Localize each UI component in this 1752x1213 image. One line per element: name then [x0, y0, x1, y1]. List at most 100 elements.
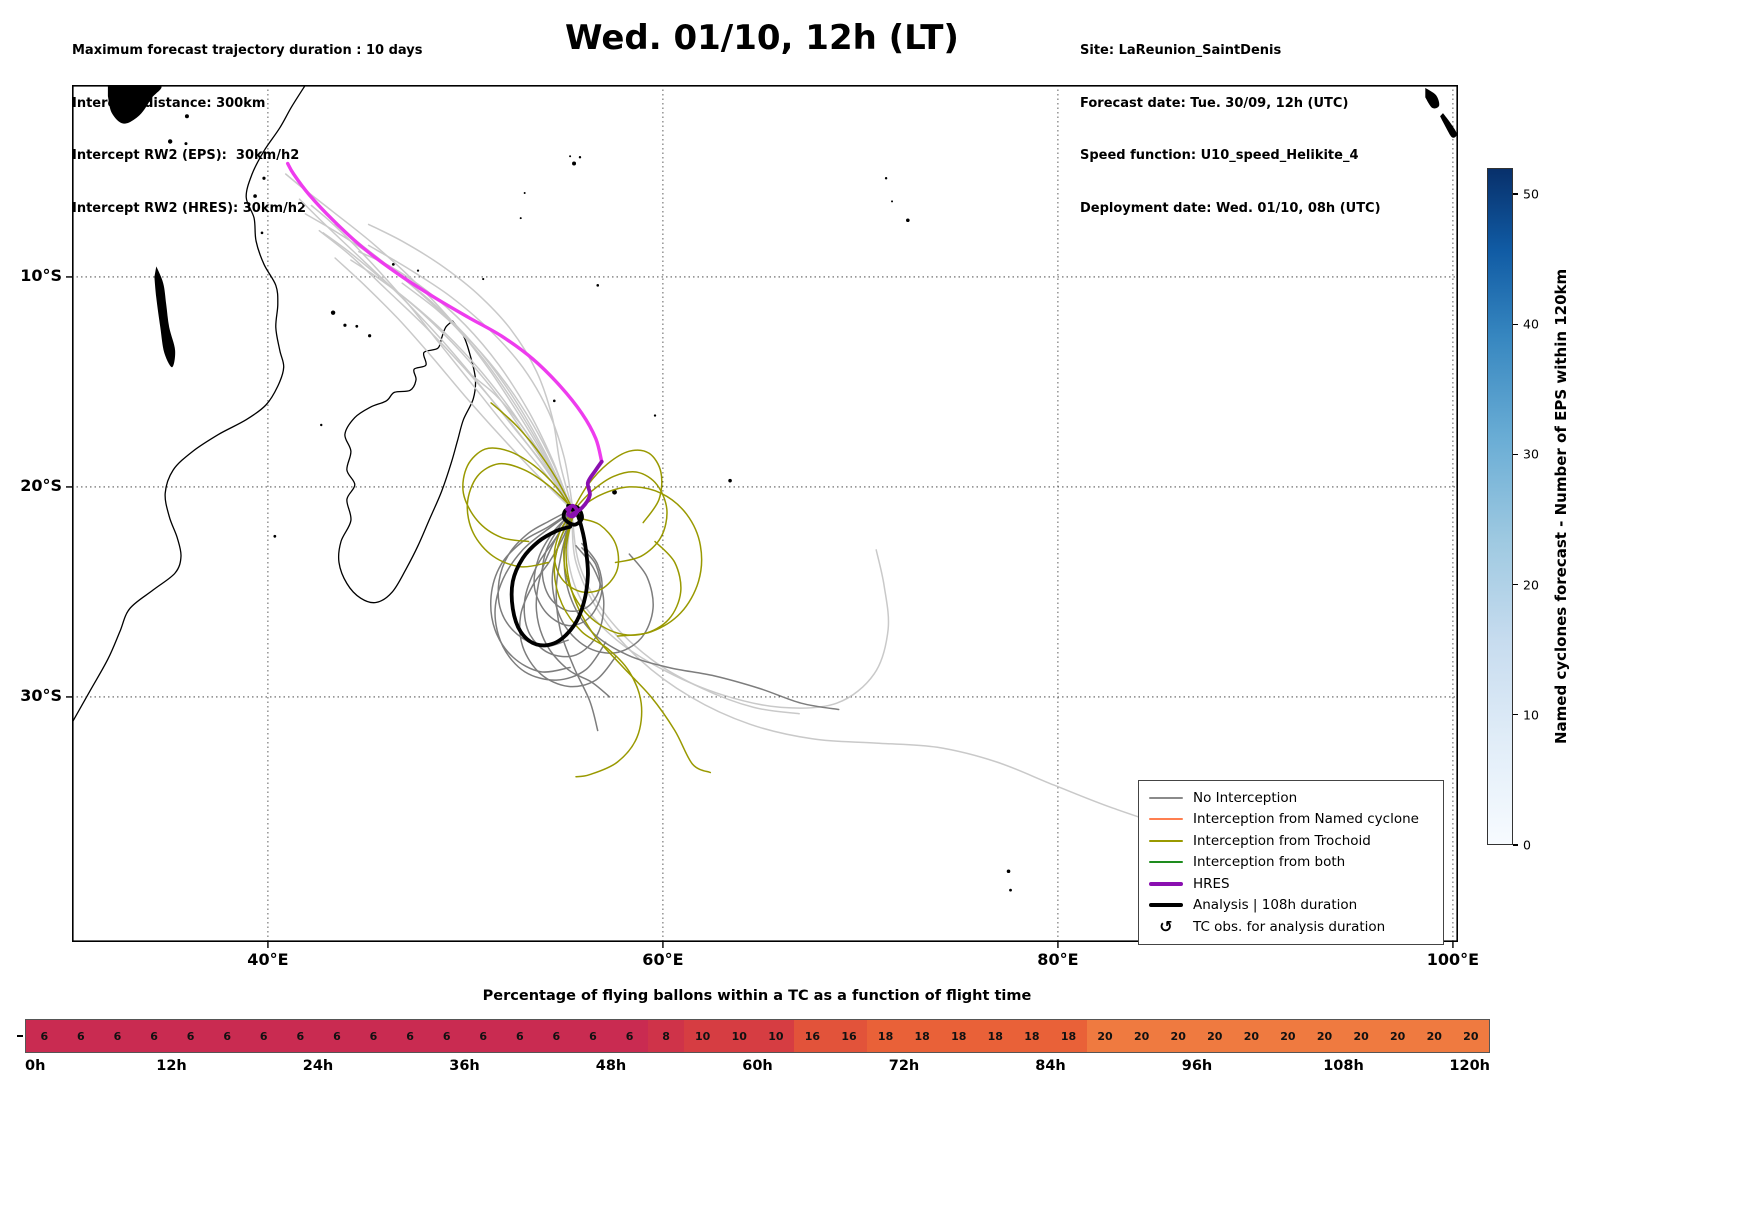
- legend-item: ↺ TC obs. for analysis duration: [1147, 916, 1435, 938]
- colorbar-tick: [1513, 714, 1518, 716]
- colorbar-tick: [1513, 583, 1518, 586]
- island-dot: [728, 478, 732, 483]
- flight-hour-label: 72h: [888, 1058, 920, 1074]
- flight-bar-cell: 16: [830, 1020, 868, 1052]
- track-no-interception: [490, 511, 571, 673]
- site-line-deployment-date: Deployment date: Wed. 01/10, 08h (UTC): [1080, 200, 1381, 216]
- flight-bar-cell: 16: [794, 1020, 831, 1052]
- island-dot: [523, 191, 526, 194]
- track-no-interception: [310, 204, 571, 507]
- track-no-interception: [367, 244, 573, 505]
- island-dot: [416, 269, 420, 272]
- param-line-rw2-eps: Intercept RW2 (EPS): 30km/h2: [72, 148, 300, 163]
- track-analysis: [509, 503, 590, 648]
- flight-bar-cell: 18: [1013, 1020, 1051, 1052]
- track-trochoid-interception: [563, 513, 682, 636]
- island-dot: [273, 534, 277, 538]
- legend-item-label: HRES: [1193, 875, 1230, 892]
- island-dot: [368, 334, 372, 338]
- legend-item-label: Analysis | 108h duration: [1193, 897, 1358, 914]
- flight-bar-cell: 20: [1123, 1020, 1160, 1052]
- colorbar-tick-label: 50: [1523, 186, 1539, 202]
- flight-bar-cell: 6: [464, 1020, 502, 1052]
- track-trochoid-interception: [462, 447, 573, 543]
- track-no-interception: [533, 513, 603, 627]
- colorbar-label: Named cyclones forecast - Number of EPS …: [1552, 268, 1570, 745]
- island-shape: [1425, 87, 1440, 109]
- lon-tick-label: 100°E: [1426, 950, 1480, 969]
- island-dot: [391, 262, 395, 266]
- trajectory-map: [66, 85, 1459, 948]
- island-dot: [578, 156, 582, 159]
- site-line-forecast-date: Forecast date: Tue. 30/09, 12h (UTC): [1080, 95, 1349, 111]
- colorbar-tick-label: 10: [1523, 707, 1539, 723]
- lon-tick-label: 80°E: [1037, 950, 1079, 969]
- island-dot: [253, 194, 257, 198]
- page-title: Wed. 01/10, 12h (LT): [565, 18, 959, 58]
- flight-bar-cell: 18: [1050, 1020, 1087, 1052]
- island-dot: [262, 176, 266, 180]
- island-dot: [552, 399, 556, 403]
- track-no-interception: [322, 232, 571, 507]
- track-trochoid-interception: [573, 471, 668, 564]
- lake-shape: [107, 85, 162, 124]
- flight-bar-title: Percentage of flying ballons within a TC…: [482, 988, 1032, 1004]
- flight-hour-label: 120h: [1449, 1058, 1490, 1074]
- flight-hour-label: 12h: [156, 1058, 187, 1074]
- flight-bar-cell: 6: [135, 1020, 173, 1052]
- track-no-interception: [555, 513, 599, 732]
- map-frame: [72, 85, 1459, 943]
- island-dot: [653, 414, 657, 417]
- legend-item-label: TC obs. for analysis duration: [1193, 918, 1386, 935]
- flight-bar-cell: 6: [611, 1020, 648, 1052]
- flight-bar-cell: 20: [1342, 1020, 1380, 1052]
- island-dot: [569, 155, 572, 158]
- site-line-speed-function: Speed function: U10_speed_Helikite_4: [1080, 148, 1359, 163]
- flight-hour-label: 60h: [742, 1058, 773, 1074]
- island-dot: [596, 284, 600, 287]
- flight-bar-cell: 20: [1196, 1020, 1234, 1052]
- track-no-interception: [358, 250, 571, 507]
- legend-line: [1149, 861, 1183, 864]
- map-content: [72, 85, 1458, 942]
- track-no-interception: [563, 513, 840, 711]
- flight-bar-cell: 6: [245, 1020, 283, 1052]
- flight-hour-label: 24h: [302, 1058, 334, 1074]
- island-shape: [1440, 113, 1457, 138]
- legend-line: [1149, 818, 1183, 821]
- track-hres: [286, 161, 604, 464]
- flight-bar-cell: 20: [1159, 1020, 1197, 1052]
- track-trochoid-interception: [490, 402, 573, 509]
- flight-bar-cell: 20: [1452, 1020, 1490, 1052]
- legend-line: [1149, 881, 1183, 886]
- legend-line-sample: [1147, 881, 1185, 886]
- lake-shape: [154, 266, 176, 368]
- island-dot: [482, 277, 485, 281]
- island-dot: [906, 218, 910, 223]
- flight-hour-label: 108h: [1323, 1058, 1364, 1074]
- africa-coastline: [72, 85, 306, 723]
- island-dot: [184, 142, 188, 146]
- legend-line-sample: [1147, 818, 1185, 821]
- legend-line: [1149, 903, 1183, 908]
- flight-hour-label: 0h: [25, 1058, 46, 1074]
- flight-bar-cell: 20: [1306, 1020, 1343, 1052]
- colorbar-tick: [1513, 323, 1518, 325]
- colorbar-tick: [1513, 453, 1518, 456]
- lat-tick-label: 20°S: [20, 475, 62, 495]
- legend-line-sample: [1147, 796, 1185, 799]
- lon-tick-label: 60°E: [642, 950, 684, 969]
- flight-bar-cell: 6: [538, 1020, 575, 1052]
- track-no-interception: [284, 173, 571, 507]
- island-dot: [891, 200, 894, 203]
- flight-bar-cell: 6: [172, 1020, 209, 1052]
- flight-hour-label: 84h: [1035, 1058, 1066, 1074]
- flight-bar-cell: 20: [1415, 1020, 1453, 1052]
- legend-item: Analysis | 108h duration: [1147, 895, 1435, 917]
- flight-bar-cell: 20: [1233, 1020, 1270, 1052]
- island-dot: [1006, 869, 1011, 874]
- tc-obs-icon-glyph: ↺: [1159, 916, 1173, 936]
- legend-item: Interception from both: [1147, 852, 1435, 874]
- flight-bar-cell: 6: [574, 1020, 612, 1052]
- flight-bar-cell: 6: [26, 1020, 63, 1052]
